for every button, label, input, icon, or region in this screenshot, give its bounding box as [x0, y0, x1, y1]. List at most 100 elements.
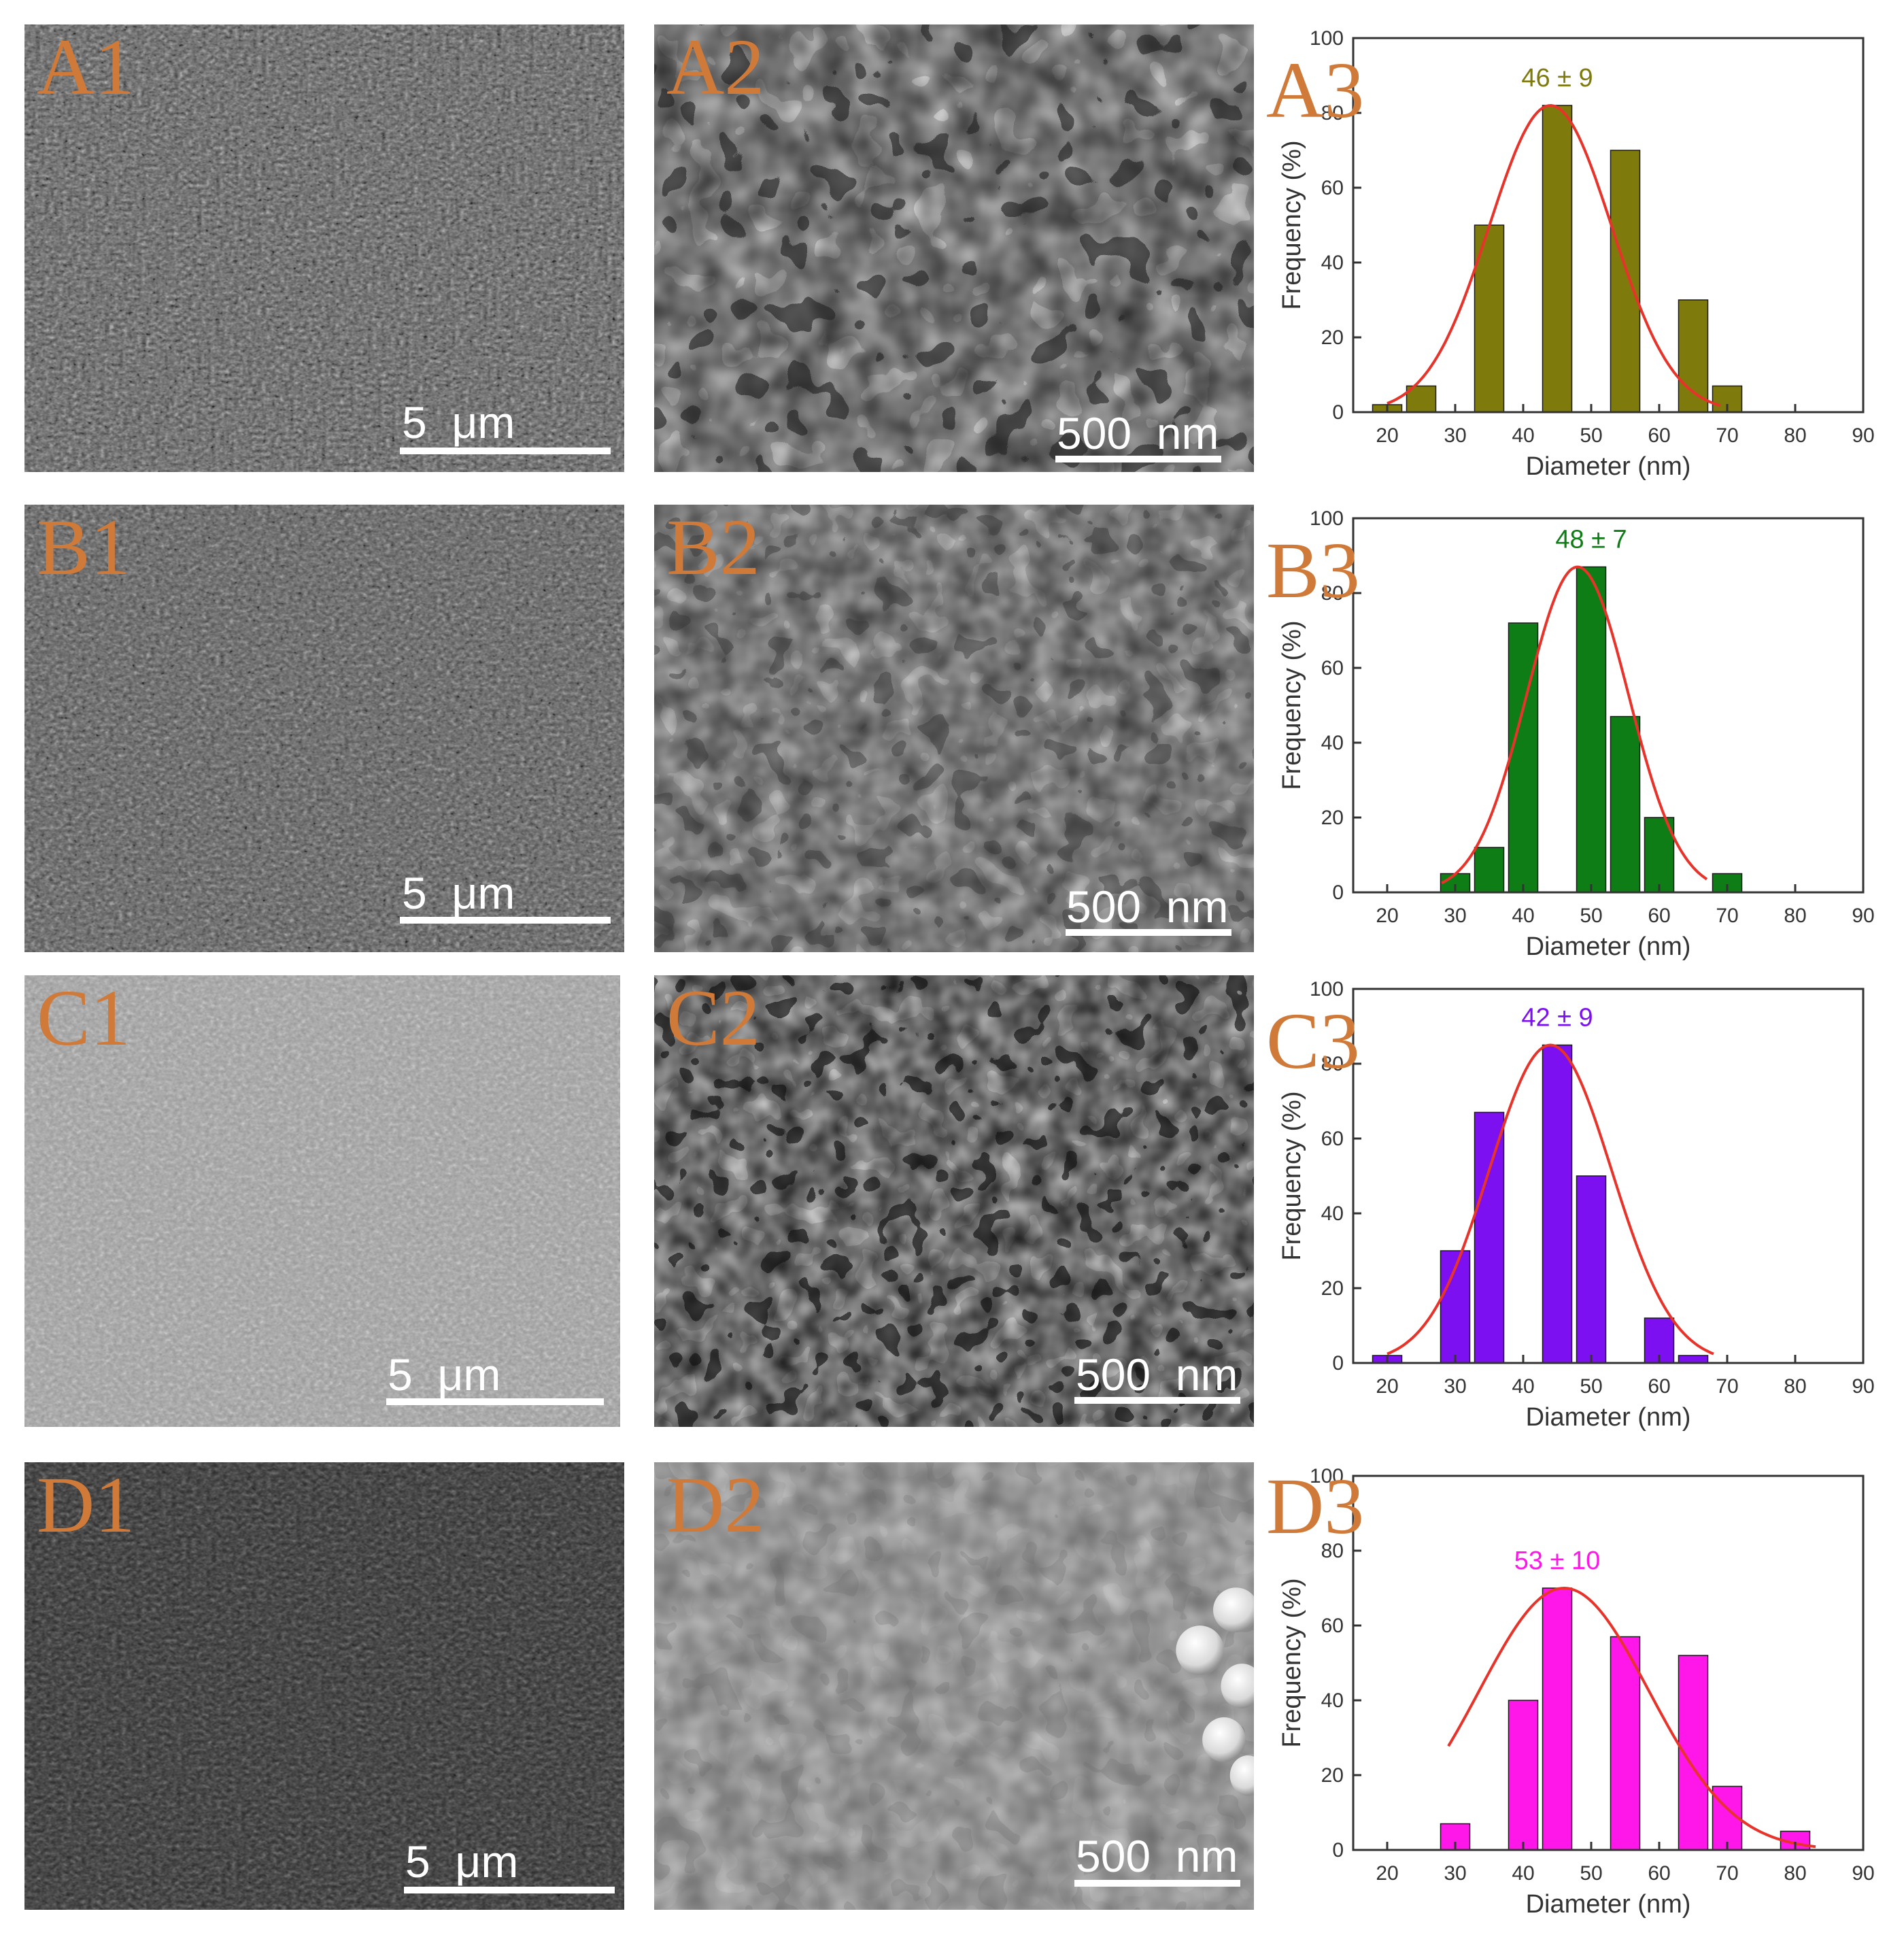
- x-tick-label: 70: [1716, 1862, 1738, 1885]
- histogram-bar: [1508, 1700, 1539, 1851]
- x-tick-label: 20: [1376, 1375, 1398, 1398]
- chart-annotation: 53 ± 10: [1514, 1547, 1601, 1575]
- sem-image-b1: B1 5 μm: [24, 505, 624, 952]
- y-tick-label: 20: [1321, 807, 1344, 829]
- x-tick-label: 60: [1648, 1375, 1670, 1398]
- panel-label: A3: [1266, 46, 1365, 135]
- scale-bar: [1074, 1880, 1240, 1887]
- sem-texture: [24, 975, 620, 1427]
- sem-image-d1: D1 5 μm: [24, 1462, 624, 1910]
- scale-bar: [1055, 456, 1221, 462]
- x-tick-label: 90: [1852, 905, 1874, 927]
- x-tick-label: 80: [1784, 424, 1806, 447]
- y-tick-label: 0: [1332, 1352, 1344, 1375]
- x-tick-label: 40: [1512, 424, 1534, 447]
- x-tick-label: 30: [1444, 1375, 1466, 1398]
- histogram-bar: [1576, 1175, 1607, 1364]
- histogram-bar: [1474, 1111, 1505, 1364]
- y-tick-label: 100: [1310, 507, 1344, 530]
- scale-bar-label: 500 nm: [1076, 1349, 1238, 1400]
- chart-annotation: 42 ± 9: [1521, 1004, 1593, 1032]
- x-tick-label: 60: [1648, 424, 1670, 447]
- histogram-bar: [1610, 150, 1641, 413]
- plot-frame: [1352, 517, 1865, 894]
- histogram-d3: 20 30 40 50 60 70 80 90 0 20 40 60 80 100 Diameter (nm…: [1265, 1462, 1897, 1925]
- y-tick-label: 100: [1310, 27, 1344, 50]
- y-tick-label: 80: [1321, 102, 1344, 124]
- histogram-bar: [1610, 715, 1641, 893]
- x-tick-label: 80: [1784, 1862, 1806, 1885]
- y-tick-label: 100: [1310, 978, 1344, 1000]
- sem-texture: [24, 1462, 624, 1910]
- scale-bar-label: 500 nm: [1057, 408, 1219, 458]
- sem-image-c1: C1 5 μm: [24, 975, 620, 1427]
- scale-bar: [404, 1887, 615, 1893]
- sem-image-c2: C2 500 nm: [654, 975, 1254, 1427]
- histogram-bar: [1678, 299, 1709, 413]
- x-tick-label: 50: [1580, 905, 1602, 927]
- x-tick-label: 20: [1376, 1862, 1398, 1885]
- sem-texture: [654, 505, 1254, 952]
- gaussian-fit-curve: [1441, 565, 1708, 885]
- x-tick-label: 60: [1648, 1862, 1670, 1885]
- y-axis-label: Frequency (%): [1278, 1091, 1306, 1260]
- y-axis-label: Frequency (%): [1278, 1578, 1306, 1747]
- sem-texture: [654, 24, 1254, 472]
- sem-image-a2: A2 500 nm: [654, 24, 1254, 472]
- y-tick-label: 60: [1321, 657, 1344, 679]
- panel-label: D1: [37, 1462, 135, 1549]
- x-tick-label: 30: [1444, 905, 1466, 927]
- scale-bar-label: 500 nm: [1066, 881, 1229, 932]
- histogram-bar: [1576, 566, 1607, 893]
- x-tick-label: 70: [1716, 424, 1738, 447]
- histogram-bar: [1678, 1355, 1709, 1364]
- panel-label: B3: [1266, 526, 1360, 615]
- histogram-bar: [1542, 1044, 1573, 1364]
- x-tick-label: 80: [1784, 1375, 1806, 1398]
- histogram-b3: 20 30 40 50 60 70 80 90 0 20 40 60 80 100 Diameter (nm…: [1265, 505, 1897, 967]
- gaussian-fit-curve: [1447, 1586, 1816, 1849]
- scale-bar-label: 5 μm: [402, 397, 515, 448]
- sem-texture: [654, 975, 1254, 1427]
- panel-label: D3: [1266, 1462, 1365, 1551]
- sem-texture: [654, 1462, 1254, 1910]
- panel-label: B2: [666, 505, 760, 592]
- chart-annotation: 48 ± 7: [1555, 526, 1627, 554]
- panel-label: C1: [37, 975, 131, 1062]
- y-tick-label: 40: [1321, 1689, 1344, 1712]
- gaussian-fit-curve: [1387, 103, 1721, 407]
- y-tick-label: 40: [1321, 732, 1344, 754]
- chart-annotation: 46 ± 9: [1521, 64, 1593, 92]
- scale-bar: [400, 448, 611, 454]
- x-tick-label: 20: [1376, 905, 1398, 927]
- sem-image-b2: B2 500 nm: [654, 505, 1254, 952]
- x-tick-label: 90: [1852, 1375, 1874, 1398]
- histogram-bar: [1542, 1587, 1573, 1851]
- x-tick-label: 40: [1512, 1862, 1534, 1885]
- panel-label: C2: [666, 975, 760, 1062]
- x-tick-label: 90: [1852, 1862, 1874, 1885]
- y-tick-label: 0: [1332, 881, 1344, 904]
- x-tick-label: 40: [1512, 905, 1534, 927]
- x-tick-label: 20: [1376, 424, 1398, 447]
- y-tick-label: 60: [1321, 177, 1344, 199]
- plot-frame: [1352, 988, 1865, 1364]
- y-tick-label: 20: [1321, 1277, 1344, 1300]
- y-tick-label: 60: [1321, 1128, 1344, 1150]
- x-tick-label: 70: [1716, 905, 1738, 927]
- x-tick-label: 90: [1852, 424, 1874, 447]
- sem-texture: [24, 24, 624, 472]
- scale-bar: [1074, 1397, 1240, 1404]
- scale-bar: [400, 917, 611, 924]
- histogram-bar: [1644, 1317, 1675, 1364]
- x-axis-label: Diameter (nm): [1526, 1403, 1691, 1432]
- y-tick-label: 40: [1321, 1202, 1344, 1225]
- panel-label: A1: [37, 24, 135, 112]
- histogram-bar: [1474, 847, 1505, 893]
- sem-texture: [24, 505, 624, 952]
- histogram-c3: 20 30 40 50 60 70 80 90 0 20 40 60 80 100 Diameter (nm…: [1265, 975, 1897, 1438]
- x-tick-label: 50: [1580, 1862, 1602, 1885]
- x-tick-label: 50: [1580, 1375, 1602, 1398]
- sem-image-d2: D2 500 nm: [654, 1462, 1254, 1910]
- y-tick-label: 60: [1321, 1615, 1344, 1637]
